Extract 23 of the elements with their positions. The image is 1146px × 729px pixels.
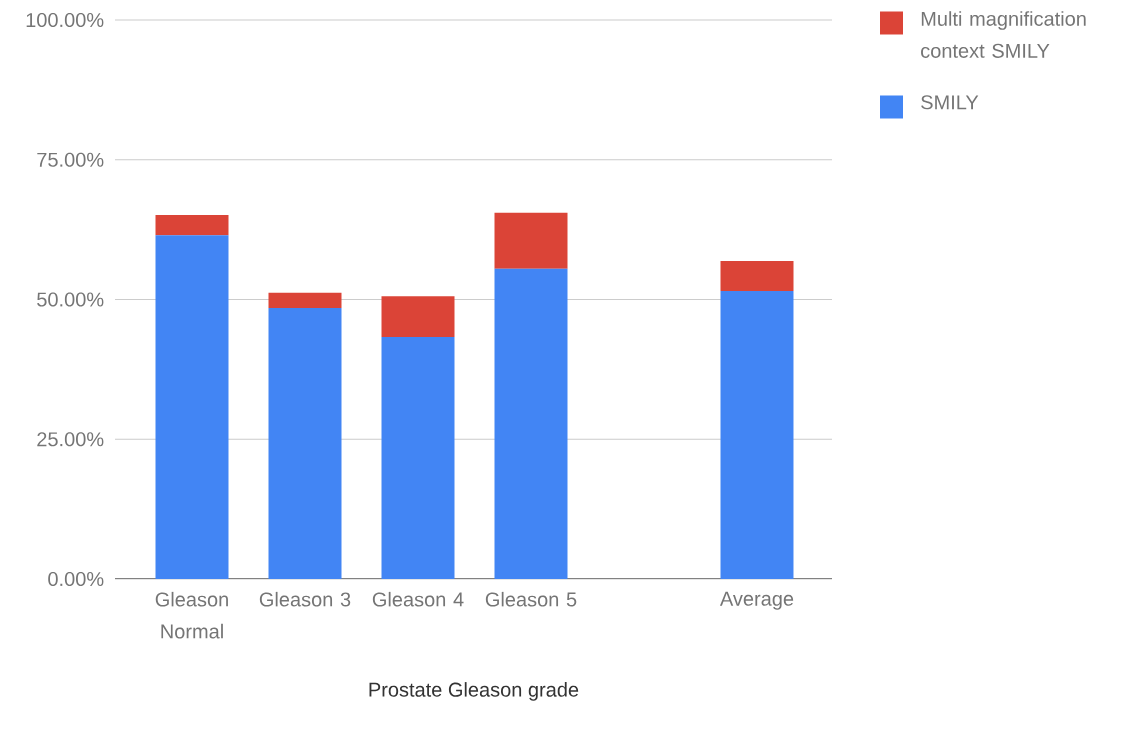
bar <box>268 292 342 308</box>
x-tick-label: Gleason 3 <box>259 591 351 607</box>
bar <box>494 268 568 579</box>
bar <box>155 215 229 236</box>
y-tick-label: 50.00% <box>37 292 104 307</box>
legend-label: Multi magnification context SMILY <box>921 11 1086 58</box>
bar <box>268 307 342 579</box>
bar <box>720 260 794 292</box>
x-tick-label: Gleason 5 <box>485 591 577 607</box>
x-tick-label: Average <box>719 591 794 610</box>
bar <box>381 336 455 579</box>
bar <box>494 212 568 269</box>
y-tick-label: 75.00% <box>37 152 104 167</box>
bar <box>381 296 455 337</box>
y-tick-label: 100.00% <box>26 12 104 28</box>
x-axis-title: Prostate Gleason grade <box>369 682 579 701</box>
bar <box>155 235 229 579</box>
x-tick-label: Gleason Normal <box>155 591 228 639</box>
bar <box>720 291 794 579</box>
y-tick-label: 0.00% <box>48 571 104 587</box>
legend-label: SMILY <box>921 95 979 110</box>
y-tick-label: 25.00% <box>37 432 104 447</box>
x-tick-label: Gleason 4 <box>372 591 464 607</box>
